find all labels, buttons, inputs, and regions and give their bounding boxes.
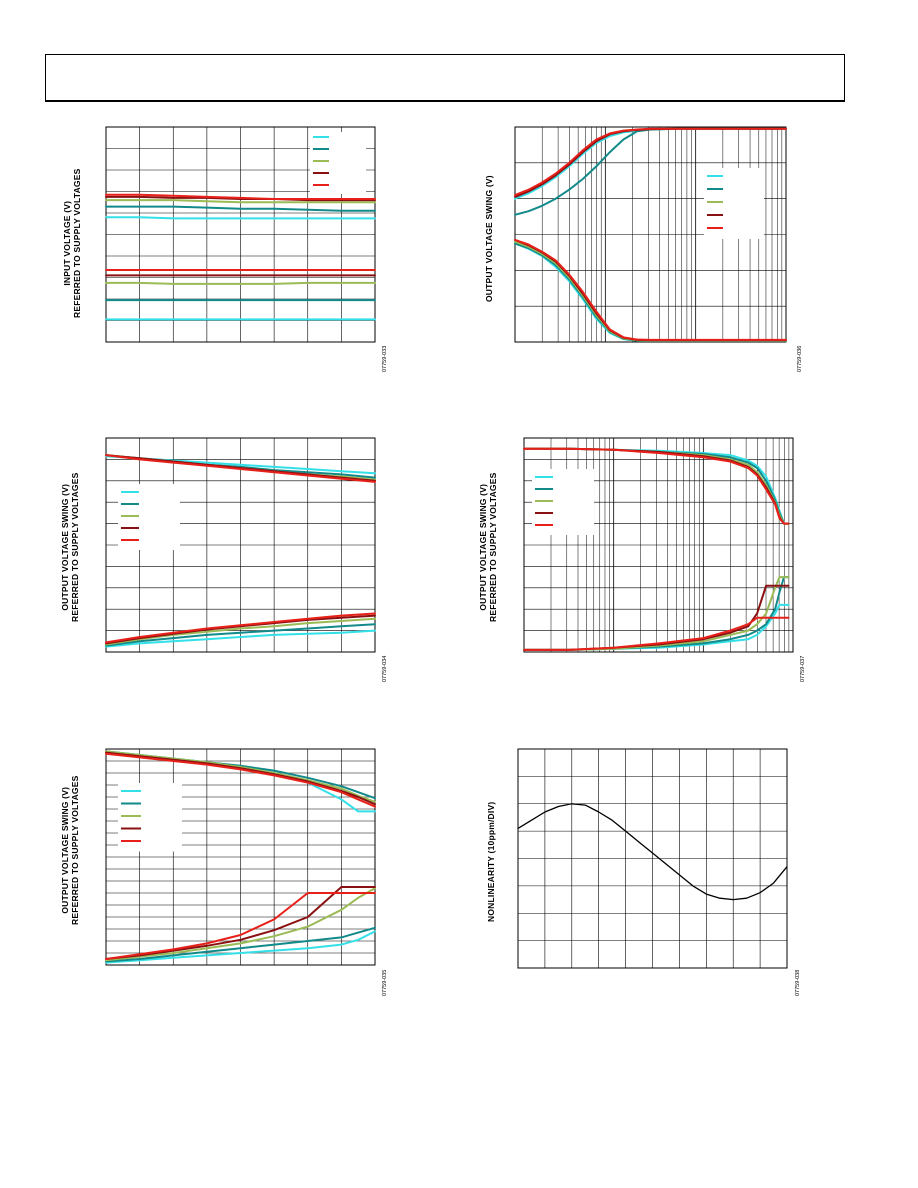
grid-lines [518,749,787,968]
figure-code: 07759-038 [795,969,801,996]
series-line [105,612,376,644]
plot-frame [105,126,376,343]
series-line [105,617,376,646]
series-line [105,750,376,803]
series-line [523,447,790,525]
series-line [105,629,376,648]
series-line [514,238,787,341]
series-line [105,926,376,963]
series-line [105,752,376,808]
series-line [105,892,376,960]
plot-frame [105,437,376,653]
series-line [105,623,376,647]
series-line [105,454,376,483]
series-line [105,886,376,960]
series-line [514,127,787,197]
series-line [105,199,376,204]
page-header-box [45,54,845,102]
legend-background [310,132,366,194]
series-line [105,281,376,285]
series-line [105,887,376,962]
series-line [517,803,788,901]
plot-frame [523,437,794,653]
y-axis-label-line: NONLINEARITY (10ppm/DIV) [486,801,496,922]
plot-frame [517,748,788,969]
series-line [523,616,790,651]
series-line [105,216,376,220]
series-line [105,195,376,202]
series-line [105,205,376,212]
series-line [523,576,790,651]
plot-frame [105,748,376,966]
series-line [105,193,376,200]
series-line [105,751,376,806]
plot-frame [514,126,787,343]
y-axis-label: NONLINEARITY (10ppm/DIV) [486,802,496,922]
series-line [105,930,376,964]
